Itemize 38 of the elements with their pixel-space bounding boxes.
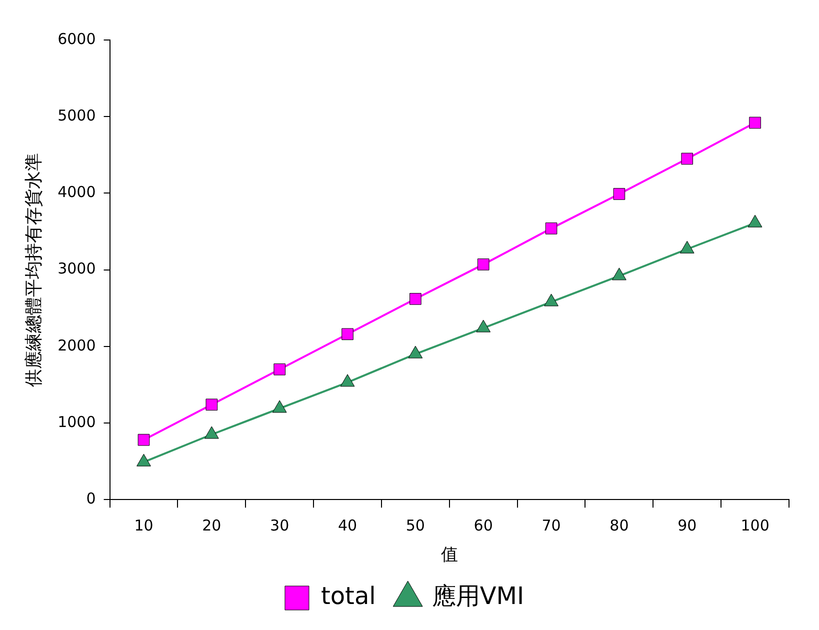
y-tick-label: 1000 [58,412,96,431]
point [681,152,694,165]
point [408,346,423,358]
y-tick-label: 2000 [58,336,96,354]
legend-label: total [320,582,376,610]
y-tick-label: 4000 [58,183,96,202]
x-tick-label: 70 [542,516,561,534]
legend-label: 應用VMI [432,582,524,610]
point [136,454,151,466]
y-tick-label: 0 [86,489,96,508]
x-tick-label: 60 [474,516,493,534]
point [749,116,761,129]
point [272,400,287,413]
point [612,268,626,280]
y-tick-label: 5000 [58,106,96,124]
y-tick-label: 6000 [58,30,96,48]
x-tick-label: 90 [678,516,697,534]
y-axis-title: 供應練總體平均持有存貨水準 [23,152,44,387]
x-tick-label: 40 [338,516,358,534]
x-tick-label: 50 [406,516,425,534]
x-axis-title: 值 [440,545,458,566]
point [410,293,422,305]
point [545,222,558,234]
point [274,363,286,376]
x-tick-label: 30 [270,516,290,534]
point [613,188,626,200]
point [476,320,491,332]
y-tick-label: 3000 [58,260,96,278]
point [340,374,355,387]
x-tick-label: 100 [740,516,770,534]
point [477,258,490,270]
x-tick-label: 80 [610,516,629,534]
x-tick-label: 10 [134,516,154,534]
point [204,426,219,439]
point [342,328,354,340]
point [544,294,558,306]
x-tick-label: 20 [202,516,222,534]
point [680,240,694,254]
